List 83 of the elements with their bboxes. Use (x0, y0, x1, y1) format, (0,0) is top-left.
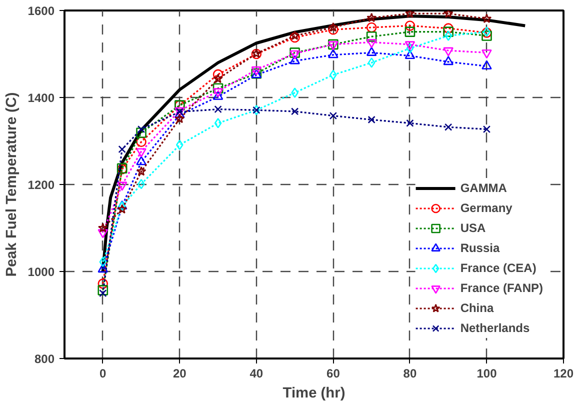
point (328, 22, 338, 32)
point (214, 118, 222, 128)
point (443, 47, 454, 56)
point (404, 50, 416, 59)
x-axis-title: Time (hr) (282, 386, 346, 402)
point (328, 24, 338, 35)
point (117, 204, 128, 214)
y-tick-label: 1600 (28, 4, 55, 18)
point (482, 60, 492, 70)
x-tick-label: 120 (553, 366, 574, 380)
legend-label: USA (460, 221, 486, 235)
point (443, 26, 454, 37)
y-tick-label: 1200 (28, 178, 55, 192)
point (404, 26, 416, 37)
point (482, 30, 492, 41)
point (482, 14, 492, 24)
point (290, 108, 299, 116)
point (290, 48, 300, 58)
point (443, 23, 454, 34)
point (213, 74, 223, 84)
legend-label: France (CEA) (460, 261, 536, 275)
point (368, 116, 376, 124)
point (98, 222, 108, 232)
y-tick-label: 1000 (28, 265, 55, 279)
point (444, 30, 452, 41)
point (404, 20, 416, 31)
point (98, 278, 108, 289)
x-tick-label: 100 (476, 366, 498, 380)
point (443, 56, 454, 66)
point (291, 88, 298, 98)
point (251, 66, 262, 76)
point (366, 22, 377, 33)
point (443, 10, 454, 18)
point (136, 148, 146, 158)
point (136, 136, 146, 148)
point (328, 49, 338, 58)
point (99, 256, 107, 268)
point (482, 49, 492, 59)
point (212, 69, 224, 80)
point (118, 145, 126, 154)
point (137, 125, 146, 134)
point (212, 90, 224, 100)
point (329, 112, 338, 120)
x-tick-label: 80 (403, 366, 417, 380)
x-tick-label: 40 (250, 366, 264, 380)
point (404, 41, 416, 50)
point (406, 43, 414, 54)
x-tick-label: 0 (100, 366, 107, 380)
point (290, 32, 300, 43)
point (290, 50, 300, 60)
point (482, 125, 491, 134)
point (136, 128, 146, 138)
legend-label: Russia (460, 241, 500, 255)
point (174, 114, 185, 124)
point (98, 285, 108, 296)
point (136, 156, 146, 166)
point (98, 263, 108, 273)
legend-label: France (FANP) (460, 281, 543, 295)
point (212, 88, 224, 98)
legend-label: GAMMA (460, 181, 507, 195)
y-tick-label: 1400 (28, 91, 55, 105)
point (116, 182, 128, 191)
point (366, 46, 377, 56)
y-axis-title: Peak Fuel Temperature (C) (4, 92, 20, 277)
point (366, 12, 377, 22)
point (290, 30, 300, 40)
legend-label: Germany (460, 201, 512, 215)
legend-label: Netherlands (460, 321, 530, 335)
y-tick-label: 800 (34, 352, 55, 366)
point (136, 166, 146, 176)
point (368, 58, 376, 68)
x-tick-label: 60 (326, 366, 340, 380)
point (99, 289, 107, 298)
point (214, 105, 222, 114)
legend-label: China (460, 301, 494, 315)
point (98, 229, 108, 238)
point (366, 31, 377, 42)
point (290, 55, 300, 64)
x-tick-label: 20 (172, 366, 187, 380)
point (444, 123, 452, 131)
point (212, 83, 224, 94)
point (405, 10, 415, 18)
point (406, 119, 414, 127)
